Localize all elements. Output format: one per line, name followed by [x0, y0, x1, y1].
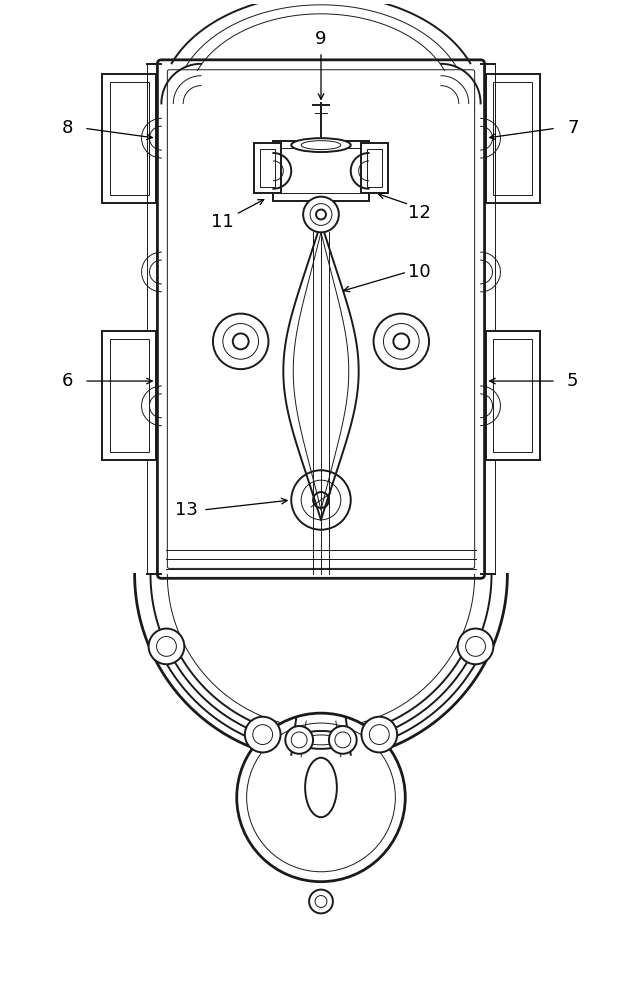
Text: 9: 9	[315, 30, 327, 48]
Ellipse shape	[291, 138, 351, 152]
Text: 8: 8	[62, 119, 73, 137]
Text: 10: 10	[408, 263, 430, 281]
Ellipse shape	[294, 731, 348, 749]
Bar	[110, 339, 148, 452]
Circle shape	[374, 314, 429, 369]
Bar	[102, 74, 157, 203]
Circle shape	[237, 713, 405, 882]
Bar	[259, 149, 275, 187]
Bar	[367, 149, 383, 187]
Circle shape	[361, 717, 397, 752]
Ellipse shape	[305, 758, 337, 817]
Circle shape	[458, 629, 494, 664]
Text: 12: 12	[408, 204, 431, 222]
Bar	[494, 82, 532, 195]
Bar	[494, 339, 532, 452]
Circle shape	[291, 470, 351, 530]
Circle shape	[309, 890, 333, 913]
Text: 5: 5	[567, 372, 578, 390]
Bar	[110, 82, 148, 195]
Text: 6: 6	[62, 372, 73, 390]
Circle shape	[245, 717, 281, 752]
Circle shape	[303, 197, 339, 232]
Bar	[273, 141, 369, 201]
Circle shape	[148, 629, 184, 664]
Bar	[254, 143, 281, 193]
Circle shape	[285, 726, 313, 754]
Bar	[281, 148, 361, 193]
Bar	[485, 74, 540, 203]
Bar	[102, 331, 157, 460]
FancyBboxPatch shape	[157, 60, 485, 578]
Bar	[485, 331, 540, 460]
Circle shape	[213, 314, 268, 369]
Bar	[361, 143, 388, 193]
Text: 11: 11	[211, 213, 234, 231]
Text: 13: 13	[175, 501, 198, 519]
Text: 7: 7	[567, 119, 578, 137]
Circle shape	[329, 726, 357, 754]
